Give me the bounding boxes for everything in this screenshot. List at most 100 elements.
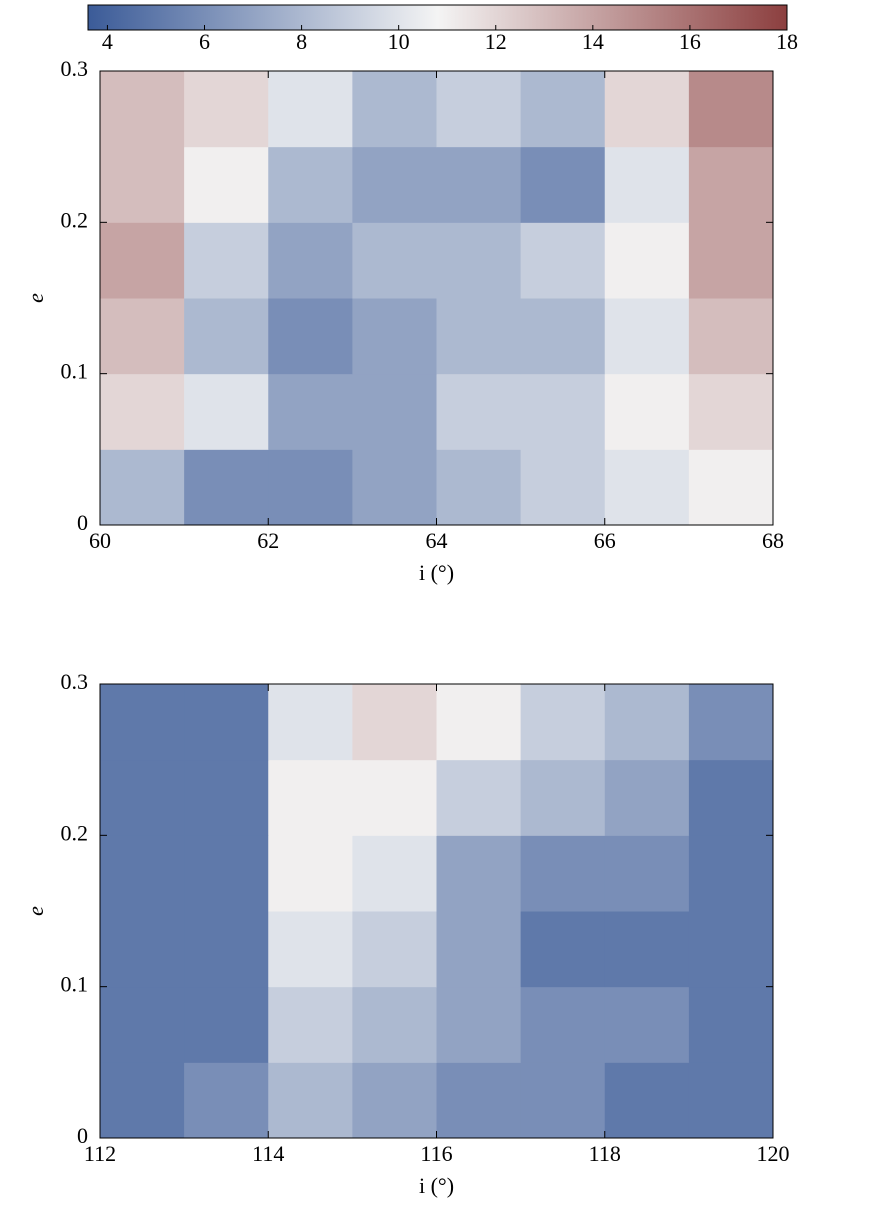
heatmap-cell (268, 911, 353, 988)
heatmap-cell (688, 759, 774, 836)
heatmap-cell (436, 146, 522, 223)
heatmap-cell (688, 146, 774, 223)
x-tick-label: 66 (594, 528, 616, 553)
heatmap-cell (604, 373, 690, 450)
heatmap-cell (520, 835, 606, 912)
heatmap-cell (520, 1062, 606, 1139)
heatmap-cell (184, 146, 269, 223)
heatmap-cell (268, 373, 353, 450)
heatmap-cell (184, 222, 269, 299)
x-tick-label: 64 (426, 528, 448, 553)
heatmap-cell (268, 759, 353, 836)
heatmap-cell (268, 222, 353, 299)
heatmap-cell (688, 298, 774, 375)
heatmap-cell (184, 911, 269, 988)
heatmap-cell (100, 222, 185, 299)
heatmap-cell (688, 222, 774, 299)
heatmap-cell (520, 449, 606, 526)
heatmap (100, 71, 774, 526)
heatmap-cell (100, 71, 185, 148)
heatmap-cell (268, 835, 353, 912)
heatmap-cell (184, 835, 269, 912)
x-tick-label: 68 (762, 528, 784, 553)
y-tick-label: 0.3 (61, 56, 89, 81)
heatmap-cell (352, 835, 437, 912)
heatmap-cell (688, 835, 774, 912)
heatmap-cell (352, 986, 437, 1063)
heatmap-cell (604, 911, 690, 988)
colorbar-tick-label: 6 (199, 29, 210, 54)
heatmap-cell (604, 759, 690, 836)
heatmap-cell (604, 146, 690, 223)
heatmap-cell (184, 759, 269, 836)
heatmap-cell (184, 986, 269, 1063)
heatmap-cell (520, 986, 606, 1063)
heatmap-cell (436, 684, 522, 761)
heatmap-cell (436, 222, 522, 299)
heatmap-cell (520, 684, 606, 761)
heatmap-cell (604, 684, 690, 761)
heatmap-cell (352, 298, 437, 375)
colorbar-tick-label: 4 (102, 29, 113, 54)
heatmap-cell (604, 71, 690, 148)
heatmap-cell (436, 759, 522, 836)
x-tick-label: 118 (589, 1141, 621, 1166)
heatmap-cell (520, 911, 606, 988)
heatmap-cell (184, 1062, 269, 1139)
heatmap-cell (100, 298, 185, 375)
heatmap-cell (268, 1062, 353, 1139)
x-tick-label: 60 (89, 528, 111, 553)
heatmap-cell (268, 146, 353, 223)
heatmap-cell (184, 71, 269, 148)
heatmap-cell (268, 298, 353, 375)
x-axis-label: i (°) (419, 560, 454, 585)
heatmap-cell (100, 835, 185, 912)
heatmap-cell (688, 1062, 774, 1139)
heatmap-cell (352, 1062, 437, 1139)
y-tick-label: 0.1 (61, 359, 89, 384)
x-axis-label: i (°) (419, 1173, 454, 1198)
heatmap-cell (688, 449, 774, 526)
heatmap-cell (268, 986, 353, 1063)
heatmap-cell (520, 222, 606, 299)
heatmap-cell (604, 986, 690, 1063)
heatmap-cell (436, 986, 522, 1063)
heatmap-cell (604, 835, 690, 912)
heatmap-cell (688, 911, 774, 988)
heatmap (100, 684, 774, 1139)
heatmap-cell (520, 298, 606, 375)
heatmap-cell (688, 986, 774, 1063)
heatmap-cell (352, 684, 437, 761)
y-tick-label: 0 (77, 1123, 88, 1148)
heatmap-cell (688, 684, 774, 761)
heatmap-cell (100, 1062, 185, 1139)
heatmap-cell (520, 759, 606, 836)
heatmap-cell (184, 684, 269, 761)
colorbar-tick-label: 14 (582, 29, 604, 54)
heatmap-cell (268, 449, 353, 526)
heatmap-cell (100, 449, 185, 526)
heatmap-cell (352, 146, 437, 223)
heatmap-cell (184, 373, 269, 450)
heatmap-cell (520, 71, 606, 148)
heatmap-cell (604, 298, 690, 375)
heatmap-cell (100, 986, 185, 1063)
heatmap-cell (604, 222, 690, 299)
heatmap-cell (520, 146, 606, 223)
heatmap-cell (352, 373, 437, 450)
x-tick-label: 120 (757, 1141, 790, 1166)
heatmap-cell (100, 146, 185, 223)
heatmap-cell (436, 1062, 522, 1139)
colorbar-tick-label: 16 (679, 29, 701, 54)
y-tick-label: 0 (77, 510, 88, 535)
heatmap-cell (436, 449, 522, 526)
y-tick-label: 0.3 (61, 669, 89, 694)
heatmap-cell (268, 684, 353, 761)
colorbar (87, 4, 788, 31)
heatmap-cell (100, 373, 185, 450)
x-tick-label: 62 (257, 528, 279, 553)
x-tick-label: 116 (420, 1141, 452, 1166)
colorbar-tick-label: 18 (776, 29, 798, 54)
x-tick-label: 114 (252, 1141, 284, 1166)
heatmap-cell (184, 449, 269, 526)
